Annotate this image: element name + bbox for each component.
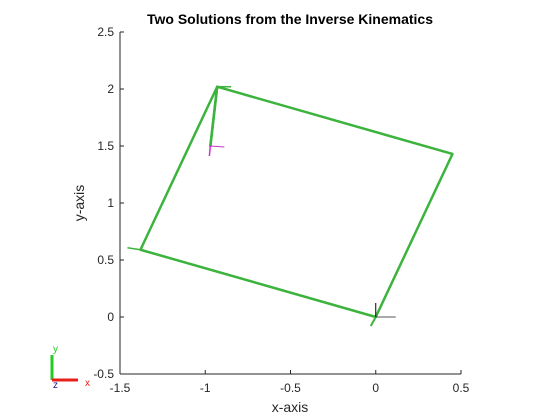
end-effector-y — [208, 145, 212, 157]
triad-z-label: z — [53, 380, 58, 391]
y-tick-label: 1 — [107, 196, 114, 210]
x-ticks: -1.5 -1 -0.5 0 0.5 — [110, 370, 470, 395]
plot-area — [120, 32, 461, 374]
triad-y-label: y — [53, 344, 58, 355]
frames-layer — [127, 85, 396, 327]
y-ticks: -0.5 0 0.5 1 1.5 2 2.5 — [93, 25, 124, 381]
end-effector-x — [210, 145, 225, 148]
x-tick-label: -1 — [200, 381, 211, 395]
triad-x-label: x — [85, 378, 90, 389]
elbow-tick — [127, 246, 141, 251]
y-tick-label: 0.5 — [97, 253, 114, 267]
series-line-2 — [139, 85, 377, 319]
base-frame-stub — [369, 316, 377, 327]
y-tick-label: 2 — [107, 82, 114, 96]
y-axis-label: y-axis — [71, 185, 87, 222]
y-tick-label: 0 — [107, 310, 114, 324]
y-tick-label: -0.5 — [93, 367, 114, 381]
series-layer — [139, 85, 454, 319]
x-tick-label: 0.5 — [453, 381, 470, 395]
y-tick-label: 2.5 — [97, 25, 114, 39]
chart-title: Two Solutions from the Inverse Kinematic… — [147, 11, 433, 27]
x-tick-label: -1.5 — [110, 381, 131, 395]
x-axis-label: x-axis — [272, 399, 309, 415]
y-tick-label: 1.5 — [97, 139, 114, 153]
orientation-triad: y x z — [50, 344, 90, 391]
x-tick-label: 0 — [372, 381, 379, 395]
x-tick-label: -0.5 — [280, 381, 301, 395]
